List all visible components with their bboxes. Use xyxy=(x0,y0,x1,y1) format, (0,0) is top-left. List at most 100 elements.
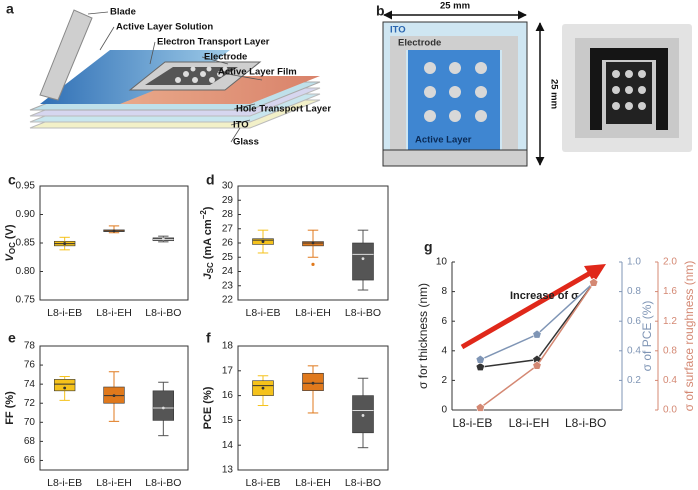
tick-label: 30 xyxy=(222,181,234,192)
tick-label: 0.8 xyxy=(627,286,641,297)
tick-label: 4 xyxy=(441,345,447,356)
x-tick-label: L8-i-EH xyxy=(295,477,331,489)
tick-label: 0.4 xyxy=(627,345,641,356)
marker xyxy=(589,277,599,287)
x-tick-label: L8-i-EB xyxy=(245,477,280,489)
mean xyxy=(261,240,265,243)
tick-label: 15 xyxy=(222,415,234,426)
tick-label: 0 xyxy=(441,405,447,416)
label: Glass xyxy=(233,137,259,148)
box xyxy=(352,242,374,281)
y-axis-title-part: −2 xyxy=(199,210,208,220)
marker xyxy=(475,354,485,364)
tick-label: 22 xyxy=(222,295,234,306)
panel-letter: f xyxy=(206,330,211,346)
tick-label: 70 xyxy=(24,417,36,428)
tick-label: 0.90 xyxy=(16,209,36,220)
label: Electrode xyxy=(204,52,247,63)
device-schematic xyxy=(29,9,321,143)
y-axis-title-part: FF (%) xyxy=(4,391,16,425)
mean xyxy=(112,394,116,397)
y-axis-title-part: OC xyxy=(8,242,17,254)
x-tick-label: L8-i-BO xyxy=(345,477,381,489)
tick-label: 13 xyxy=(222,465,234,476)
tick-label: 0.75 xyxy=(16,295,36,306)
mean xyxy=(63,242,67,245)
annotation: Increase of σ xyxy=(510,290,579,302)
mean xyxy=(161,237,165,241)
x-tick-label: L8-i-EH xyxy=(96,477,132,489)
label: Active Layer Film xyxy=(218,67,297,78)
tick-label: 0.6 xyxy=(627,316,641,327)
tick-label: 6 xyxy=(441,316,447,327)
label: Electron Transport Layer xyxy=(157,37,270,48)
x-tick-label: L8-i-BO xyxy=(145,477,181,489)
y-axis-title-part: SC xyxy=(206,262,215,273)
tick-label: 0.80 xyxy=(16,266,36,277)
panel-letter: c xyxy=(8,172,16,188)
tick-label: 0.8 xyxy=(663,345,677,356)
y-axis-title: JSC (mA cm−2) xyxy=(199,206,215,279)
tick-label: 2 xyxy=(441,375,447,386)
mean xyxy=(261,386,265,390)
tick-label: 8 xyxy=(441,286,447,297)
tick-label: 1.2 xyxy=(663,316,677,327)
marker xyxy=(532,329,542,339)
x-tick-label: L8-i-EB xyxy=(47,307,82,319)
marker xyxy=(475,362,485,372)
tick-label: 74 xyxy=(24,379,36,390)
panel-letter: a xyxy=(6,1,14,17)
tick-label: 27 xyxy=(222,223,234,234)
y3-axis-title: σ of surface roughness (nm) xyxy=(682,261,696,412)
tick-label: 24 xyxy=(222,266,234,277)
x-tick-label: L8-i-EB xyxy=(245,307,280,319)
y-axis-title-part: PCE (%) xyxy=(202,386,214,429)
label: ITO xyxy=(390,25,406,36)
mean xyxy=(63,386,67,390)
y-axis-title-part: (V) xyxy=(4,224,16,239)
x-tick-label: L8-i-EB xyxy=(452,416,492,430)
y-axis-title-part: (mA cm xyxy=(202,219,214,259)
label: Electrode xyxy=(398,38,441,49)
tick-label: 0.85 xyxy=(16,238,36,249)
mean xyxy=(161,406,165,410)
x-tick-label: L8-i-EH xyxy=(509,416,550,430)
panel-letter: b xyxy=(376,3,385,19)
tick-label: 18 xyxy=(222,341,234,352)
tick-label: 66 xyxy=(24,455,36,466)
y-axis-title-part: J xyxy=(202,272,214,279)
tick-label: 0.0 xyxy=(663,405,677,416)
tick-label: 1.0 xyxy=(627,257,641,268)
y-axis-title: σ for thickness (nm) xyxy=(416,283,430,389)
tick-label: 29 xyxy=(222,195,234,206)
tick-label: 72 xyxy=(24,398,36,409)
y-axis-title: FF (%) xyxy=(4,391,16,425)
trend-arrow xyxy=(460,264,606,350)
tick-label: 14 xyxy=(222,440,234,451)
outlier xyxy=(311,262,315,266)
mean xyxy=(361,414,365,417)
mean xyxy=(311,381,315,385)
tick-label: 25 xyxy=(222,252,234,263)
tick-label: 17 xyxy=(222,365,234,376)
marker xyxy=(475,402,485,412)
tick-label: 2.0 xyxy=(663,257,677,268)
tick-label: 28 xyxy=(222,209,234,220)
panel-letter: e xyxy=(8,330,16,346)
y-axis-title-part: V xyxy=(4,253,16,262)
y-axis-title-part: ) xyxy=(202,206,214,210)
tick-label: 0.4 xyxy=(663,375,677,386)
panel-letter: g xyxy=(424,239,433,255)
y-axis-title: VOC (V) xyxy=(4,224,17,261)
tick-label: 68 xyxy=(24,436,36,447)
box xyxy=(54,379,76,392)
label: Hole Transport Layer xyxy=(236,104,331,115)
label: Active Layer xyxy=(415,135,472,146)
mean xyxy=(361,257,365,261)
tick-label: 0.95 xyxy=(16,181,36,192)
tick-label: 23 xyxy=(222,280,234,291)
dimension: 25 mm xyxy=(548,79,559,109)
dimension: 25 mm xyxy=(440,1,470,12)
panel-letter: d xyxy=(206,172,215,188)
x-tick-label: L8-i-EH xyxy=(295,307,331,319)
